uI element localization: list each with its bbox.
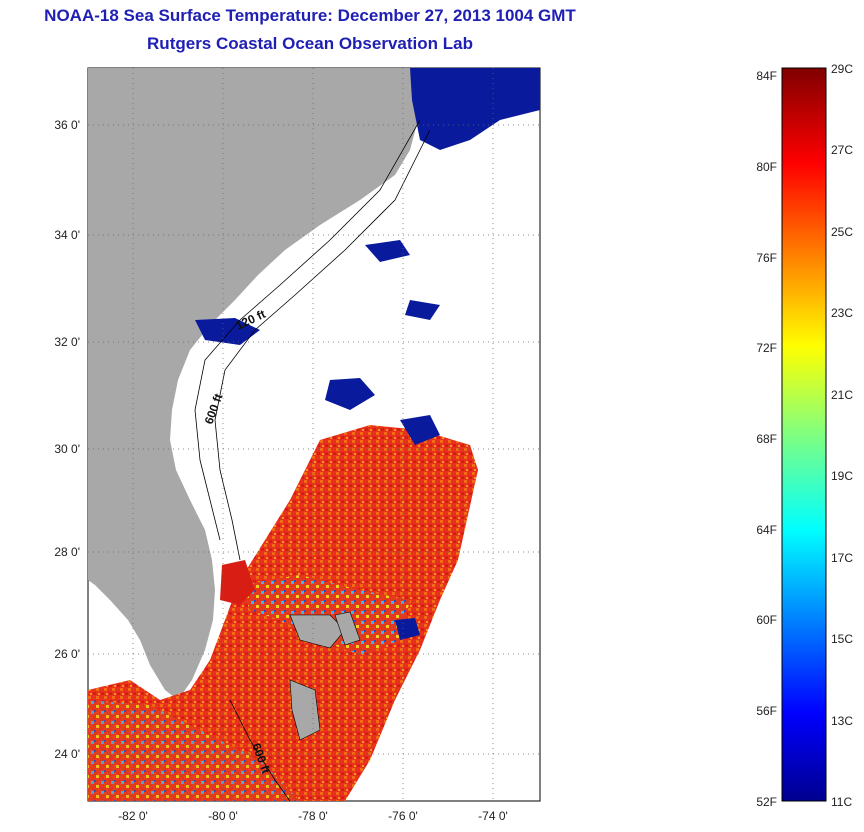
lat-tick-label: 26 0' bbox=[54, 647, 80, 661]
land-mass bbox=[88, 68, 418, 700]
fahrenheit-label: 80F bbox=[756, 160, 777, 174]
lon-tick-label: -76 0' bbox=[388, 809, 418, 823]
lon-tick-label: -82 0' bbox=[118, 809, 148, 823]
fahrenheit-label: 72F bbox=[756, 341, 777, 355]
sst-cold-patch bbox=[395, 618, 420, 640]
lon-tick-label: -74 0' bbox=[478, 809, 508, 823]
island bbox=[289, 614, 346, 649]
lon-axis: -82 0' -80 0' -78 0' -76 0' -74 0' bbox=[118, 809, 508, 823]
celsius-label: 25C bbox=[831, 225, 853, 239]
lat-tick-label: 36 0' bbox=[54, 118, 80, 132]
map-panel: 120 ft 600 ft 600 ft bbox=[87, 67, 541, 802]
lat-tick-label: 32 0' bbox=[54, 335, 80, 349]
lat-tick-label: 28 0' bbox=[54, 545, 80, 559]
lon-tick-label: -78 0' bbox=[298, 809, 328, 823]
colorbar: 84F 80F 76F 72F 68F 64F 60F 56F 52F 29C … bbox=[756, 62, 853, 809]
celsius-label: 13C bbox=[831, 714, 853, 728]
map-title: NOAA-18 Sea Surface Temperature: Decembe… bbox=[44, 6, 576, 25]
sst-mixed-region-south bbox=[88, 700, 300, 801]
contour-120ft bbox=[194, 119, 421, 541]
colorbar-celsius-labels: 29C 27C 25C 23C 21C 19C 17C 15C 13C 11C bbox=[831, 62, 853, 809]
sst-cold-patch bbox=[325, 378, 375, 410]
celsius-label: 17C bbox=[831, 551, 853, 565]
sst-cold-patch bbox=[400, 415, 440, 445]
lat-tick-label: 30 0' bbox=[54, 442, 80, 456]
lat-axis: 36 0' 34 0' 32 0' 30 0' 28 0' 26 0' 24 0… bbox=[54, 118, 80, 761]
map-subtitle: Rutgers Coastal Ocean Observation Lab bbox=[147, 34, 473, 53]
graticule bbox=[88, 68, 540, 801]
celsius-label: 29C bbox=[831, 62, 853, 76]
celsius-label: 23C bbox=[831, 306, 853, 320]
sst-cold-patch bbox=[195, 318, 260, 345]
island bbox=[289, 679, 321, 741]
island bbox=[334, 611, 361, 646]
fahrenheit-label: 64F bbox=[756, 523, 777, 537]
fahrenheit-label: 76F bbox=[756, 251, 777, 265]
celsius-label: 21C bbox=[831, 388, 853, 402]
fahrenheit-label: 60F bbox=[756, 613, 777, 627]
celsius-label: 15C bbox=[831, 632, 853, 646]
fahrenheit-label: 84F bbox=[756, 69, 777, 83]
sst-cold-patch bbox=[405, 300, 440, 320]
celsius-label: 19C bbox=[831, 469, 853, 483]
lon-tick-label: -80 0' bbox=[208, 809, 238, 823]
sst-hot-patch bbox=[220, 560, 255, 605]
celsius-label: 11C bbox=[831, 795, 852, 809]
fahrenheit-label: 68F bbox=[756, 432, 777, 446]
colorbar-fahrenheit-labels: 84F 80F 76F 72F 68F 64F 60F 56F 52F bbox=[756, 69, 777, 809]
fahrenheit-label: 52F bbox=[756, 795, 777, 809]
sst-cold-northeast bbox=[410, 68, 540, 150]
colorbar-gradient bbox=[781, 67, 827, 802]
lat-tick-label: 24 0' bbox=[54, 747, 80, 761]
sst-cold-patch bbox=[365, 240, 410, 262]
lat-tick-label: 34 0' bbox=[54, 228, 80, 242]
fahrenheit-label: 56F bbox=[756, 704, 777, 718]
contour-600ft bbox=[214, 129, 431, 561]
contour-600ft-south bbox=[229, 699, 291, 801]
celsius-label: 27C bbox=[831, 143, 853, 157]
